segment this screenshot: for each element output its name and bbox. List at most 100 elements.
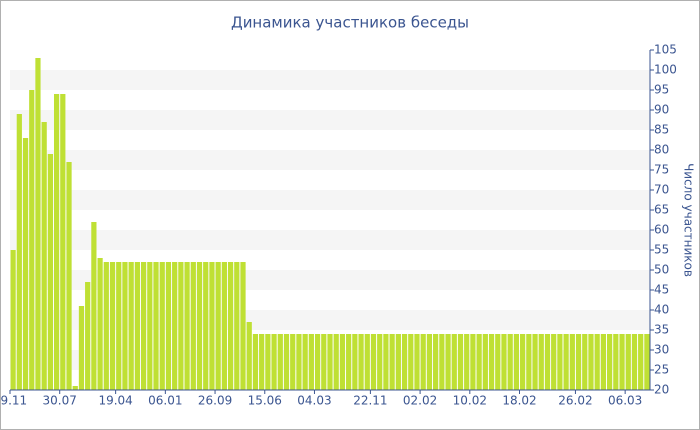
bar: [563, 334, 569, 390]
bar: [607, 334, 613, 390]
bar: [358, 334, 364, 390]
bar: [495, 334, 501, 390]
bar: [346, 334, 352, 390]
y-tick-label: 70: [654, 183, 669, 197]
bar: [302, 334, 308, 390]
bar: [240, 262, 246, 390]
x-tick-label: 26.09: [198, 394, 232, 408]
grid-band: [10, 110, 650, 130]
bar: [582, 334, 588, 390]
bar: [594, 334, 600, 390]
bar: [476, 334, 482, 390]
bar: [457, 334, 464, 390]
bar: [47, 154, 53, 390]
bar: [327, 334, 333, 390]
bar: [72, 386, 78, 390]
bar: [159, 262, 165, 390]
bar: [190, 262, 196, 390]
bar: [116, 262, 122, 390]
bar: [277, 334, 283, 390]
bar: [588, 334, 594, 390]
bar: [551, 334, 557, 390]
grid-band: [10, 150, 650, 170]
bar: [538, 334, 544, 390]
bar: [271, 334, 277, 390]
y-tick-label: 105: [654, 43, 677, 57]
bar: [172, 262, 178, 390]
bar: [221, 262, 227, 390]
bar: [613, 334, 619, 390]
x-tick-label: 06.03: [608, 394, 642, 408]
bar: [109, 262, 116, 390]
y-tick-label: 65: [654, 203, 669, 217]
bar: [507, 334, 513, 390]
y-tick-label: 45: [654, 283, 669, 297]
bar: [196, 262, 203, 390]
bar: [209, 262, 215, 390]
y-tick-label: 90: [654, 103, 669, 117]
bar: [296, 334, 302, 390]
bar: [22, 138, 29, 390]
bar: [352, 334, 358, 390]
bar: [78, 306, 85, 390]
y-tick-label: 30: [654, 343, 669, 357]
bar: [619, 334, 625, 390]
bar: [29, 90, 35, 390]
x-tick-label: 26.02: [558, 394, 592, 408]
bar: [451, 334, 457, 390]
bar: [147, 262, 153, 390]
x-tick-label: 15.06: [248, 394, 282, 408]
bar: [408, 334, 414, 390]
bar: [35, 58, 41, 390]
bar: [439, 334, 445, 390]
bar: [165, 262, 172, 390]
x-tick-label: 19.04: [98, 394, 132, 408]
bar: [234, 262, 240, 390]
bar: [314, 334, 321, 390]
bar: [600, 334, 607, 390]
grid-band: [10, 190, 650, 210]
x-tick-label: 18.02: [502, 394, 536, 408]
bar: [103, 262, 109, 390]
bar: [66, 162, 72, 390]
bar: [16, 114, 22, 390]
x-tick-label: 30.07: [43, 394, 77, 408]
bar: [140, 262, 147, 390]
y-tick-label: 55: [654, 243, 669, 257]
bar: [488, 334, 495, 390]
bar: [501, 334, 507, 390]
y-tick-label: 20: [654, 383, 669, 397]
bar: [383, 334, 389, 390]
bar: [290, 334, 296, 390]
bar: [265, 334, 271, 390]
bar: [215, 262, 221, 390]
bar: [470, 334, 476, 390]
bar: [333, 334, 339, 390]
bar: [401, 334, 408, 390]
bar: [227, 262, 234, 390]
bar: [128, 262, 134, 390]
bar: [426, 334, 433, 390]
bar: [520, 334, 526, 390]
x-tick-label: 02.02: [403, 394, 437, 408]
bar: [631, 334, 638, 390]
bar: [85, 282, 91, 390]
y-tick-label: 80: [654, 143, 669, 157]
bar: [153, 262, 159, 390]
y-tick-label: 25: [654, 363, 669, 377]
bar: [389, 334, 395, 390]
bar: [420, 334, 426, 390]
grid-band: [10, 230, 650, 250]
bar: [644, 334, 650, 390]
bar: [557, 334, 563, 390]
bar: [370, 334, 377, 390]
bar: [178, 262, 184, 390]
bar: [377, 334, 383, 390]
y-tick-label: 50: [654, 263, 669, 277]
bar: [569, 334, 575, 390]
y-tick-label: 85: [654, 123, 669, 137]
y-axis-title: Число участников: [682, 163, 696, 277]
bar: [203, 262, 209, 390]
x-tick-label: 04.03: [297, 394, 331, 408]
bar: [283, 334, 290, 390]
